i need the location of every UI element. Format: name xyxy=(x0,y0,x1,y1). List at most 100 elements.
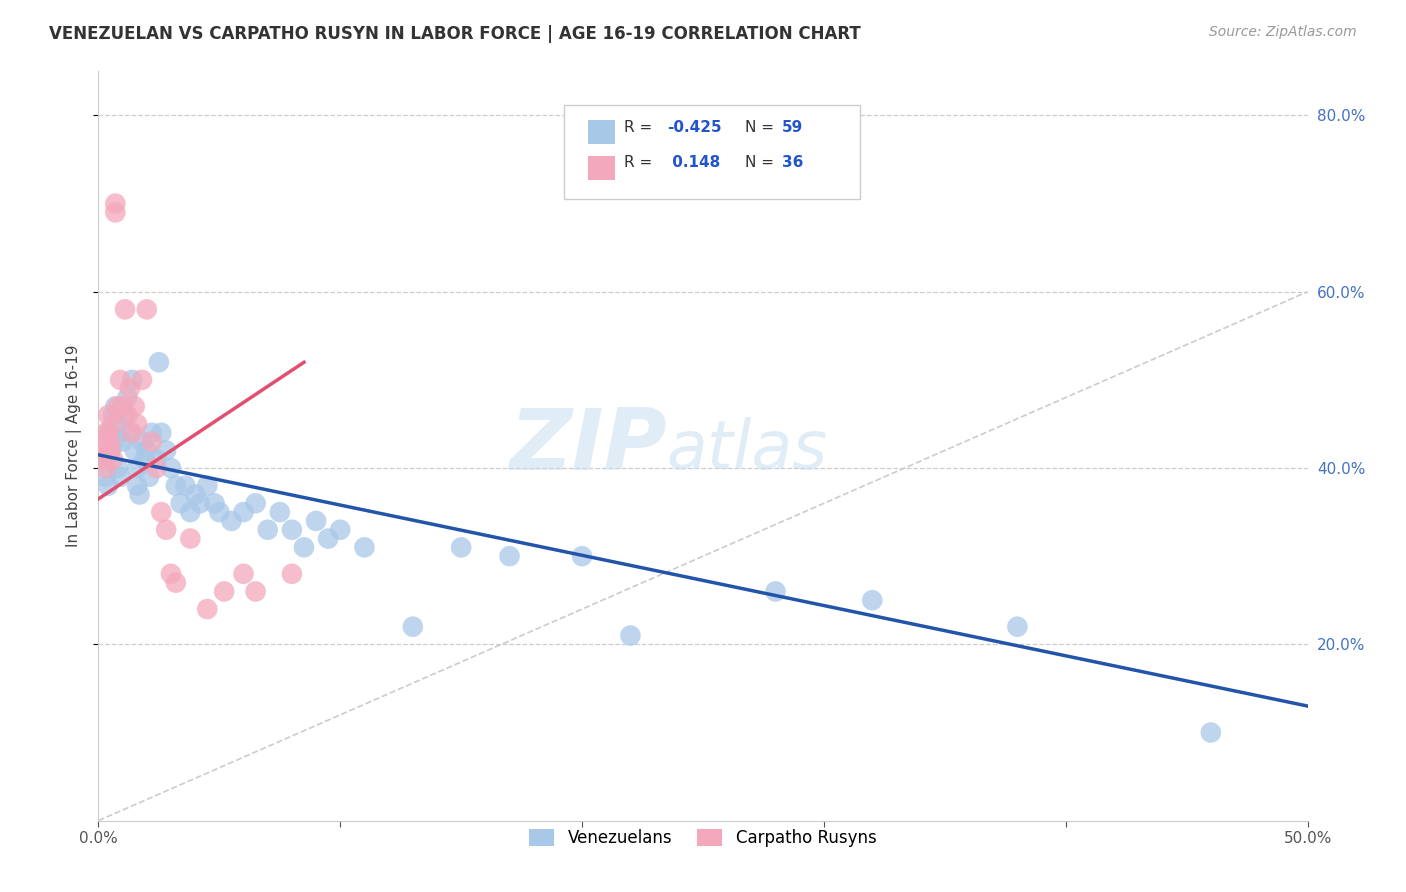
Point xyxy=(174,478,197,492)
Point xyxy=(90,443,112,458)
Point xyxy=(100,434,122,449)
Bar xyxy=(588,156,614,180)
Point xyxy=(204,496,226,510)
Text: R =: R = xyxy=(624,120,652,135)
Text: atlas: atlas xyxy=(666,417,828,483)
Point xyxy=(150,425,173,440)
Point xyxy=(232,566,254,581)
Point xyxy=(94,470,117,484)
Point xyxy=(117,408,139,422)
Point xyxy=(108,373,131,387)
Point xyxy=(184,487,207,501)
Point xyxy=(100,443,122,458)
Point xyxy=(101,408,124,422)
Point xyxy=(256,523,278,537)
Point xyxy=(148,355,170,369)
Point xyxy=(121,373,143,387)
Point xyxy=(155,443,177,458)
Point xyxy=(402,620,425,634)
Point xyxy=(498,549,520,564)
Point xyxy=(353,541,375,555)
Point xyxy=(131,434,153,449)
Point xyxy=(281,566,304,581)
Point xyxy=(124,400,146,414)
Bar xyxy=(588,120,614,144)
Point xyxy=(160,461,183,475)
Text: Source: ZipAtlas.com: Source: ZipAtlas.com xyxy=(1209,25,1357,39)
Point xyxy=(100,443,122,458)
Point xyxy=(128,487,150,501)
Point xyxy=(117,391,139,405)
Point xyxy=(329,523,352,537)
Point xyxy=(104,434,127,449)
Point xyxy=(450,541,472,555)
Point xyxy=(245,584,267,599)
Text: N =: N = xyxy=(745,155,775,170)
Point xyxy=(165,575,187,590)
Point xyxy=(107,461,129,475)
Point xyxy=(221,514,243,528)
Point xyxy=(160,566,183,581)
Point xyxy=(619,628,641,642)
Point xyxy=(121,425,143,440)
Point xyxy=(101,417,124,431)
Point xyxy=(212,584,235,599)
Text: R =: R = xyxy=(624,155,652,170)
Point xyxy=(169,496,191,510)
Text: 36: 36 xyxy=(782,155,803,170)
Point xyxy=(91,452,114,467)
Point xyxy=(134,452,156,467)
Point xyxy=(1007,620,1029,634)
Point xyxy=(245,496,267,510)
Text: VENEZUELAN VS CARPATHO RUSYN IN LABOR FORCE | AGE 16-19 CORRELATION CHART: VENEZUELAN VS CARPATHO RUSYN IN LABOR FO… xyxy=(49,25,860,43)
Point xyxy=(97,408,120,422)
Point xyxy=(118,425,141,440)
Point xyxy=(101,452,124,467)
Point xyxy=(571,549,593,564)
Point xyxy=(91,452,114,467)
Point xyxy=(232,505,254,519)
Point xyxy=(124,443,146,458)
Point xyxy=(97,478,120,492)
Point xyxy=(165,478,187,492)
Point xyxy=(179,532,201,546)
Text: 0.148: 0.148 xyxy=(666,155,720,170)
Point xyxy=(208,505,231,519)
Legend: Venezuelans, Carpatho Rusyns: Venezuelans, Carpatho Rusyns xyxy=(523,822,883,854)
Point xyxy=(131,373,153,387)
Point xyxy=(316,532,339,546)
Point xyxy=(94,461,117,475)
Point xyxy=(188,496,211,510)
Point xyxy=(150,505,173,519)
Point xyxy=(195,478,218,492)
Point xyxy=(97,425,120,440)
Point xyxy=(292,541,315,555)
Point xyxy=(138,470,160,484)
Point xyxy=(127,461,149,475)
FancyBboxPatch shape xyxy=(564,105,860,199)
Point xyxy=(127,417,149,431)
Text: N =: N = xyxy=(745,120,775,135)
Point xyxy=(91,434,114,449)
Point xyxy=(104,400,127,414)
Point xyxy=(1199,725,1222,739)
Point xyxy=(108,470,131,484)
Point xyxy=(765,584,787,599)
Point xyxy=(104,205,127,219)
Text: ZIP: ZIP xyxy=(509,404,666,488)
Point xyxy=(155,523,177,537)
Point xyxy=(127,478,149,492)
Point xyxy=(195,602,218,616)
Point xyxy=(118,382,141,396)
Point xyxy=(111,434,134,449)
Point xyxy=(141,434,163,449)
Point xyxy=(269,505,291,519)
Point xyxy=(114,408,136,422)
Point xyxy=(135,302,157,317)
Point xyxy=(135,443,157,458)
Text: 59: 59 xyxy=(782,120,803,135)
Point xyxy=(94,425,117,440)
Point xyxy=(141,425,163,440)
Point xyxy=(860,593,883,607)
Point xyxy=(281,523,304,537)
